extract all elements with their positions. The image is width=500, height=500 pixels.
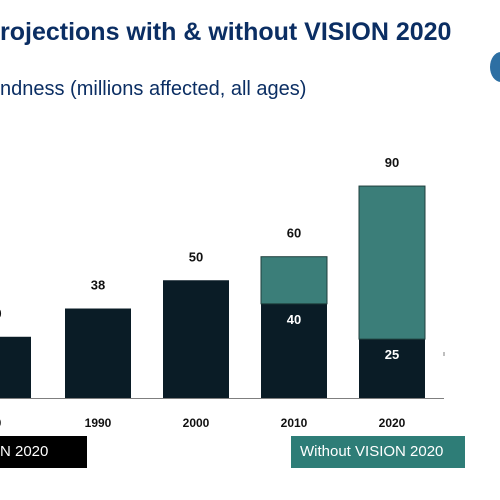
bar-with-vision-1990 [65, 308, 131, 398]
x-tick-2010: 2010 [281, 416, 308, 430]
inner-label-2020: 25 [385, 347, 399, 362]
chart-title: rojections with & without VISION 2020 [0, 18, 452, 46]
bar-without-vision-2020 [358, 185, 426, 340]
x-tick-0: 0 [0, 416, 2, 430]
x-tick-2000: 2000 [183, 416, 210, 430]
total-label-2010: 60 [287, 226, 301, 241]
bar-with-vision-2020 [359, 339, 425, 398]
total-label-0: 0 [0, 306, 2, 321]
total-label-2020: 90 [385, 155, 399, 170]
inner-label-2010: 40 [287, 312, 301, 327]
total-label-2000: 50 [189, 249, 203, 264]
legend-without-vision: Without VISION 2020 [291, 436, 465, 468]
bar-with-vision-2010 [261, 303, 327, 398]
total-label-1990: 38 [91, 278, 105, 293]
legend-with-vision: N 2020 [0, 436, 87, 468]
logo-fragment [490, 52, 500, 82]
bar-without-vision-2010 [260, 256, 328, 305]
bar-with-vision-2000 [163, 280, 229, 398]
x-tick-2020: 2020 [379, 416, 406, 430]
bar-with-vision-0 [0, 336, 31, 398]
chart-subtitle: ndness (millions affected, all ages) [0, 78, 307, 100]
x-tick-1990: 1990 [85, 416, 112, 430]
